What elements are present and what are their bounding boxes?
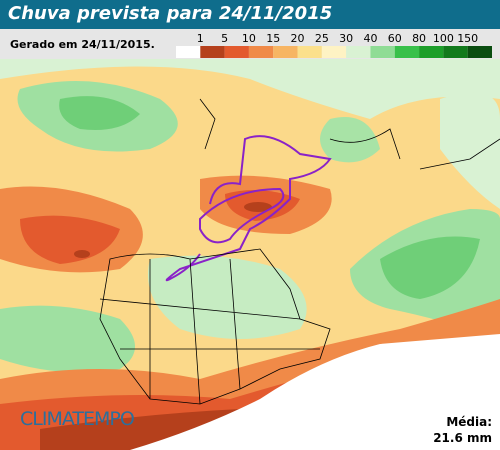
legend-label: 10 — [242, 32, 256, 45]
legend-swatch — [273, 46, 298, 58]
legend-swatch — [419, 46, 444, 58]
legend-label: 30 — [339, 32, 353, 45]
legend-label: 40 — [363, 32, 377, 45]
legend-label: 15 — [266, 32, 280, 45]
summary-value: 21.6 mm — [433, 431, 492, 445]
legend-swatch — [248, 46, 274, 58]
legend-swatch — [321, 46, 347, 58]
legend-label: 80 — [412, 32, 426, 45]
summary: Média: 21.6 mm — [420, 414, 492, 446]
legend-swatch — [467, 46, 492, 58]
legend-label: 100 — [433, 32, 454, 45]
legend-swatch — [176, 46, 201, 58]
legend-label: 150 — [457, 32, 478, 45]
legend-label: 20 — [291, 32, 305, 45]
legend-swatch — [394, 46, 420, 58]
legend-swatch — [370, 46, 395, 58]
legend-label: 25 — [315, 32, 329, 45]
generated-date: Gerado em 24/11/2015. — [10, 38, 155, 51]
legend-swatch — [224, 46, 249, 58]
legend-label: 1 — [197, 32, 204, 45]
logo: CLIMATEMPO — [20, 408, 135, 430]
legend-swatch — [297, 46, 322, 58]
info-bar: Gerado em 24/11/2015. 1 5 10 15 20 25 30 40 60 80… — [0, 29, 500, 59]
title: Chuva prevista para 24/11/2015 — [8, 3, 333, 24]
legend-swatch — [443, 46, 468, 58]
legend-label: 60 — [388, 32, 402, 45]
header: Chuva prevista para 24/11/2015 — [0, 0, 500, 29]
legend-swatch — [200, 46, 225, 58]
summary-label: Média: — [446, 415, 492, 429]
legend-swatch — [346, 46, 371, 58]
legend-label: 5 — [221, 32, 228, 45]
map — [0, 59, 500, 450]
legend: 1 5 10 15 20 25 30 40 60 80 100 150 — [176, 32, 492, 58]
